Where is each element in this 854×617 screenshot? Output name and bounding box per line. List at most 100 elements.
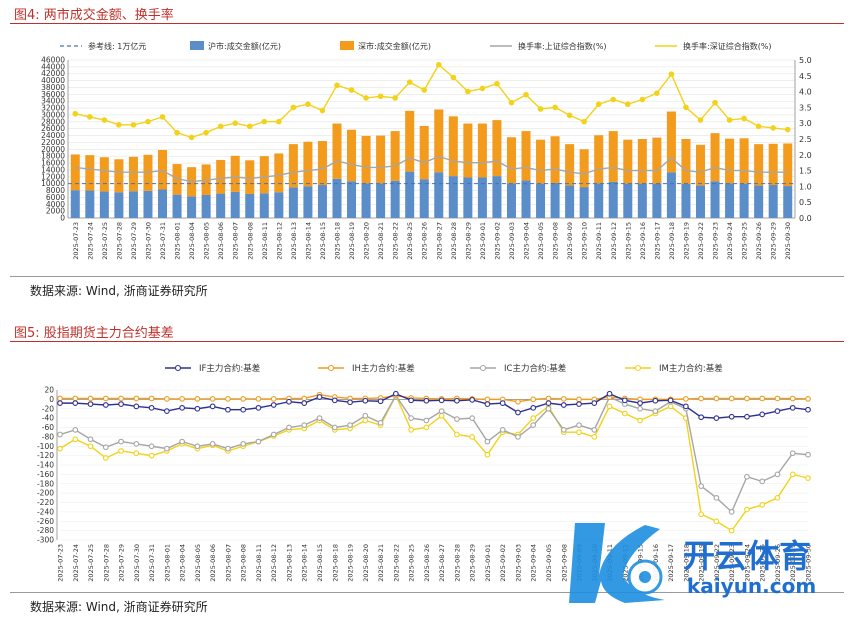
line-ih-basis-point xyxy=(515,398,521,405)
bar-sh-turnover xyxy=(99,191,109,218)
line-ih-basis-point xyxy=(774,395,781,402)
line-im-basis-point xyxy=(408,426,414,433)
line-sz-turnover-rate-point xyxy=(494,80,500,87)
line-ih-basis-point xyxy=(301,395,308,402)
x-tick-label: 2025-08-28 xyxy=(450,222,458,260)
y-left-tick-label: 46000 xyxy=(41,56,65,65)
x-tick-label: 2025-09-19 xyxy=(698,544,706,582)
bar-sz-turnover xyxy=(70,154,80,191)
y-tick-label: -160 xyxy=(37,470,54,479)
line-ih-basis-point xyxy=(148,395,155,402)
line-ih-basis-point xyxy=(698,395,704,402)
line-ic-basis-point xyxy=(316,415,323,421)
line-if-basis-point xyxy=(713,415,720,421)
line-if-basis-point xyxy=(72,400,79,406)
line-sz-turnover-rate-point xyxy=(508,99,515,106)
bar-sz-turnover xyxy=(85,155,95,191)
line-im-basis-point xyxy=(133,450,140,457)
line-sz-turnover-rate-point xyxy=(610,96,617,103)
bar-sh-turnover xyxy=(550,182,560,218)
x-tick-label: 2025-09-18 xyxy=(682,544,690,582)
x-tick-label: 2025-07-29 xyxy=(118,544,126,582)
y-left-tick-label: 0 xyxy=(60,214,65,223)
bar-sz-turnover xyxy=(405,110,415,172)
y-left-tick-label: 18000 xyxy=(41,152,65,161)
bar-sh-turnover xyxy=(695,185,705,218)
line-if-basis-point xyxy=(362,397,369,404)
line-im-basis-point xyxy=(118,448,124,454)
line-ic-basis-point xyxy=(530,422,537,429)
line-sz-turnover-rate-point xyxy=(276,118,282,125)
x-tick-label: 2025-08-12 xyxy=(270,544,278,582)
line-im-basis-point xyxy=(606,403,613,410)
legend-marker xyxy=(634,364,642,372)
line-ih-basis-point xyxy=(240,396,247,402)
legend-marker xyxy=(479,364,487,372)
x-tick-label: 2025-08-05 xyxy=(203,222,211,260)
line-ih-basis-point xyxy=(530,396,537,403)
line-if-basis-point xyxy=(118,401,124,407)
x-tick-label: 2025-08-06 xyxy=(209,544,217,582)
bar-sz-turnover xyxy=(463,123,473,178)
y-left-tick-label: 44000 xyxy=(41,62,65,71)
bar-sh-turnover xyxy=(143,190,153,218)
line-sz-turnover-rate-point xyxy=(232,120,239,126)
line-ic-basis-point xyxy=(591,426,598,433)
bar-sz-turnover xyxy=(579,149,589,188)
line-if-basis-point xyxy=(698,414,704,421)
legend-label: 换手率:深证综合指数(%) xyxy=(683,41,772,51)
figure1-title: 图4: 两市成交金额、换手率 xyxy=(14,8,174,23)
x-tick-label: 2025-09-23 xyxy=(728,544,736,582)
line-sz-turnover-rate-point xyxy=(348,87,355,93)
line-ic-basis-point xyxy=(744,473,750,480)
bar-sz-turnover xyxy=(434,109,444,173)
line-ih-basis-point xyxy=(57,395,63,402)
line-im-basis-point xyxy=(789,471,796,478)
line-im-basis-point xyxy=(621,410,628,417)
line-ic-basis-point xyxy=(515,434,521,440)
line-im-basis-point xyxy=(530,415,537,421)
line-ic-basis-point xyxy=(133,441,140,447)
x-tick-label: 2025-08-22 xyxy=(392,222,400,260)
x-tick-label: 2025-08-08 xyxy=(246,222,254,260)
line-if-basis-point xyxy=(316,394,323,400)
line-im-basis-point xyxy=(744,506,750,513)
x-tick-label: 2025-08-18 xyxy=(331,544,339,582)
line-sz-turnover-rate-point xyxy=(712,99,718,106)
line-im-basis-point xyxy=(454,431,460,438)
x-tick-label: 2025-08-07 xyxy=(224,544,232,582)
bar-sz-turnover xyxy=(390,131,400,181)
line-sz-turnover-rate-point xyxy=(726,117,733,123)
x-tick-label: 2025-09-05 xyxy=(537,222,545,260)
line-sz-turnover-rate-point xyxy=(377,93,384,100)
x-tick-label: 2025-09-03 xyxy=(514,544,522,582)
x-tick-label: 2025-08-18 xyxy=(333,222,341,260)
kaiyun-watermark: 开云体育 kaiyun.com xyxy=(569,523,816,603)
y-right-tick-label: 2.0 xyxy=(799,151,812,160)
line-sz-turnover-rate-point xyxy=(406,79,413,85)
x-tick-label: 2025-08-25 xyxy=(408,544,416,582)
y-tick-label: -280 xyxy=(37,526,54,535)
line-im-basis-point xyxy=(591,434,598,440)
line-ih-basis-point xyxy=(87,395,94,402)
line-sz-turnover-rate-point xyxy=(87,114,93,120)
bar-sh-turnover xyxy=(463,177,473,218)
figure1-source: 数据来源: Wind, 浙商证券研究所 xyxy=(30,284,208,298)
line-if-basis-point xyxy=(377,398,384,405)
x-tick-label: 2025-08-13 xyxy=(285,544,293,582)
x-tick-label: 2025-07-29 xyxy=(130,222,138,260)
bar-sz-turnover xyxy=(158,149,168,190)
x-tick-label: 2025-09-26 xyxy=(755,222,763,260)
line-ic-basis-point xyxy=(72,426,79,433)
x-tick-label: 2025-08-01 xyxy=(163,544,171,582)
line-if-basis-point xyxy=(591,400,598,406)
line-ic-basis-point xyxy=(347,422,353,429)
line-if-basis-point xyxy=(637,400,643,406)
line-ic-basis-point xyxy=(331,424,338,431)
line-if-basis-point xyxy=(270,402,277,408)
bar-sz-turnover xyxy=(594,135,604,184)
x-tick-label: 2025-08-19 xyxy=(348,222,356,260)
line-if-basis-point xyxy=(148,404,155,411)
x-tick-label: 2025-09-11 xyxy=(595,222,603,260)
line-sz-turnover-rate-point xyxy=(479,85,486,92)
